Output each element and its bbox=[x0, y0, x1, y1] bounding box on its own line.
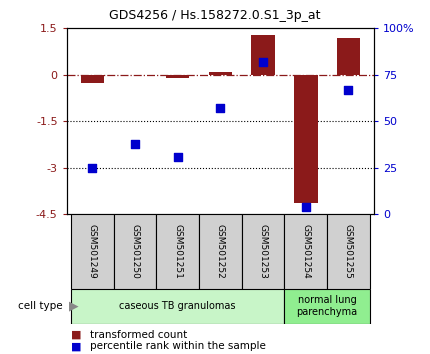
Bar bbox=[242, 214, 284, 289]
Text: GSM501255: GSM501255 bbox=[344, 224, 353, 279]
Text: GSM501250: GSM501250 bbox=[130, 224, 139, 279]
Point bbox=[302, 204, 309, 210]
Text: GSM501253: GSM501253 bbox=[258, 224, 267, 279]
Point bbox=[345, 87, 352, 92]
Text: GSM501249: GSM501249 bbox=[88, 224, 97, 279]
Bar bbox=[157, 214, 199, 289]
Bar bbox=[166, 75, 190, 78]
Text: transformed count: transformed count bbox=[90, 330, 187, 339]
Text: GSM501254: GSM501254 bbox=[301, 224, 310, 279]
Text: ■: ■ bbox=[71, 330, 81, 339]
Bar bbox=[251, 35, 275, 75]
Text: ▶: ▶ bbox=[69, 300, 78, 313]
Bar bbox=[199, 214, 242, 289]
Bar bbox=[71, 214, 114, 289]
Bar bbox=[209, 72, 232, 75]
Text: caseous TB granulomas: caseous TB granulomas bbox=[120, 301, 236, 311]
Text: cell type: cell type bbox=[18, 301, 62, 311]
Text: GSM501251: GSM501251 bbox=[173, 224, 182, 279]
Point bbox=[132, 141, 138, 147]
Point bbox=[89, 165, 96, 171]
Text: GSM501252: GSM501252 bbox=[216, 224, 225, 279]
Point bbox=[260, 59, 267, 65]
Bar bbox=[71, 289, 284, 324]
Bar bbox=[284, 289, 370, 324]
Bar bbox=[337, 38, 360, 75]
Bar bbox=[80, 75, 104, 84]
Bar bbox=[294, 75, 317, 203]
Text: GDS4256 / Hs.158272.0.S1_3p_at: GDS4256 / Hs.158272.0.S1_3p_at bbox=[109, 9, 321, 22]
Bar bbox=[284, 214, 327, 289]
Bar bbox=[114, 214, 157, 289]
Point bbox=[217, 105, 224, 111]
Text: normal lung
parenchyma: normal lung parenchyma bbox=[297, 295, 358, 317]
Text: percentile rank within the sample: percentile rank within the sample bbox=[90, 341, 266, 351]
Text: ■: ■ bbox=[71, 341, 81, 351]
Point bbox=[174, 154, 181, 159]
Bar bbox=[327, 214, 370, 289]
